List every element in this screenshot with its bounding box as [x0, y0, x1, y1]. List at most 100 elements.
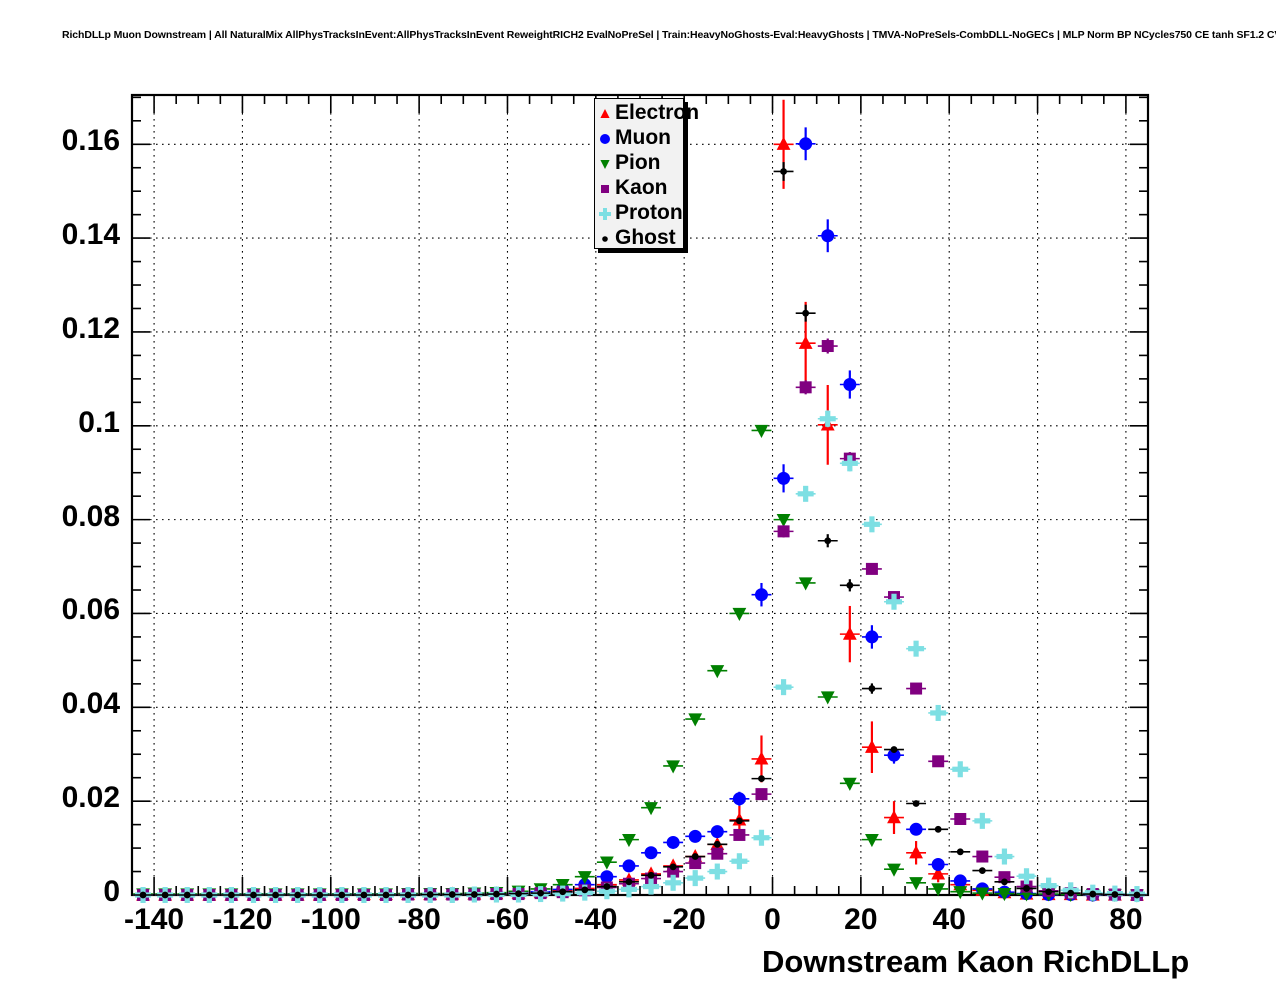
marker-square — [711, 847, 724, 860]
marker-triangle-down — [997, 887, 1012, 902]
y-axis-tick-label: 0.16 — [61, 124, 120, 158]
marker-dot — [934, 825, 942, 833]
x-axis-tick-label: 40 — [932, 903, 966, 936]
y-axis-tick-label: 0.12 — [61, 311, 120, 345]
legend-marker-triangle-up-icon — [597, 103, 613, 123]
marker-cross-v — [648, 878, 654, 895]
legend-label: Muon — [615, 125, 671, 149]
marker-dot — [139, 891, 147, 899]
x-axis-tick-label: -100 — [300, 903, 361, 936]
marker-dot — [912, 800, 920, 807]
marker-triangle-up — [931, 866, 946, 880]
marker-cross-v — [847, 455, 853, 472]
marker-cross-v — [935, 704, 941, 721]
marker-circle — [799, 137, 813, 151]
legend-item-electron[interactable]: Electron — [597, 100, 699, 125]
x-axis-tick-label: 20 — [844, 903, 878, 936]
x-axis-tick-label: -140 — [124, 903, 185, 936]
marker-dot — [272, 891, 279, 899]
y-axis-tick-label: 0.02 — [61, 781, 120, 815]
legend-label: Electron — [615, 100, 700, 124]
marker-dot — [1111, 891, 1119, 898]
x-axis-tick-label: -120 — [212, 903, 273, 936]
legend-item-proton[interactable]: Proton — [597, 200, 683, 225]
marker-triangle-down — [754, 424, 769, 438]
marker-cross-v — [736, 853, 742, 870]
marker-square — [954, 812, 967, 825]
legend[interactable]: Electron Muon Pion Kaon Proton Ghost — [594, 98, 699, 250]
marker-dot — [735, 817, 743, 825]
x-axis-tick-label: 0 — [764, 903, 781, 936]
marker-dot — [404, 891, 412, 899]
marker-dot — [1001, 878, 1008, 886]
marker-triangle-up — [842, 626, 857, 640]
marker-dot — [868, 685, 876, 692]
marker-circle — [931, 858, 945, 872]
marker-cross-v — [780, 679, 787, 696]
marker-dot — [470, 891, 478, 898]
marker-circle — [953, 874, 967, 888]
marker-circle — [666, 835, 680, 849]
marker-cross-v — [803, 485, 809, 502]
legend-item-pion[interactable]: Pion — [597, 150, 661, 175]
marker-triangle-down — [887, 863, 901, 877]
legend-cross-icon-v — [603, 207, 607, 220]
marker-dot — [1023, 885, 1030, 892]
marker-triangle-down — [865, 834, 879, 848]
marker-circle — [821, 229, 835, 243]
marker-dot — [956, 848, 964, 856]
marker-square — [910, 682, 923, 695]
marker-dot — [625, 878, 633, 886]
marker-dot — [846, 581, 854, 589]
marker-circle — [777, 471, 791, 485]
legend-circle-icon — [600, 133, 610, 144]
marker-circle — [600, 870, 614, 884]
marker-triangle-down — [732, 607, 747, 621]
marker-triangle-down — [953, 886, 968, 900]
legend-label: Pion — [615, 150, 661, 174]
marker-square — [799, 381, 812, 394]
marker-cross-v — [626, 881, 632, 898]
marker-cross-v — [1046, 877, 1052, 894]
marker-square — [755, 788, 768, 801]
legend-item-muon[interactable]: Muon — [597, 125, 671, 150]
marker-circle — [843, 378, 857, 392]
marker-triangle-down — [599, 856, 614, 870]
x-axis-tick-label: 60 — [1020, 903, 1055, 936]
marker-cross-v — [825, 410, 831, 427]
legend-marker-cross-icon — [597, 203, 613, 223]
marker-dot — [802, 309, 810, 317]
y-axis-tick-label: 0.08 — [61, 499, 120, 533]
legend-item-ghost[interactable]: Ghost — [597, 225, 676, 250]
marker-square — [777, 525, 790, 538]
legend-item-kaon[interactable]: Kaon — [597, 175, 668, 200]
marker-dot — [382, 891, 390, 899]
marker-dot — [603, 883, 611, 890]
legend-label: Proton — [615, 200, 683, 224]
y-axis-tick-label: 0.1 — [78, 405, 120, 439]
marker-triangle-down — [622, 834, 636, 848]
marker-cross-v — [1001, 848, 1008, 865]
marker-square — [667, 865, 680, 878]
marker-triangle-down — [909, 877, 923, 891]
marker-triangle-up — [776, 136, 791, 150]
marker-triangle-down — [644, 802, 658, 816]
marker-cross-v — [869, 516, 875, 533]
marker-dot — [537, 889, 545, 897]
marker-dot — [1089, 890, 1097, 898]
marker-dot — [250, 891, 257, 899]
marker-dot — [758, 775, 765, 783]
legend-label: Kaon — [615, 175, 668, 199]
marker-cross-v — [913, 640, 919, 657]
marker-dot — [426, 891, 434, 898]
marker-dot — [360, 891, 368, 899]
marker-triangle-up — [754, 751, 769, 765]
marker-square — [932, 755, 945, 768]
marker-circle — [887, 748, 901, 762]
marker-square — [998, 871, 1011, 884]
marker-triangle-up — [798, 335, 813, 349]
legend-triangle-up-icon — [600, 108, 610, 118]
marker-circle — [754, 588, 768, 602]
